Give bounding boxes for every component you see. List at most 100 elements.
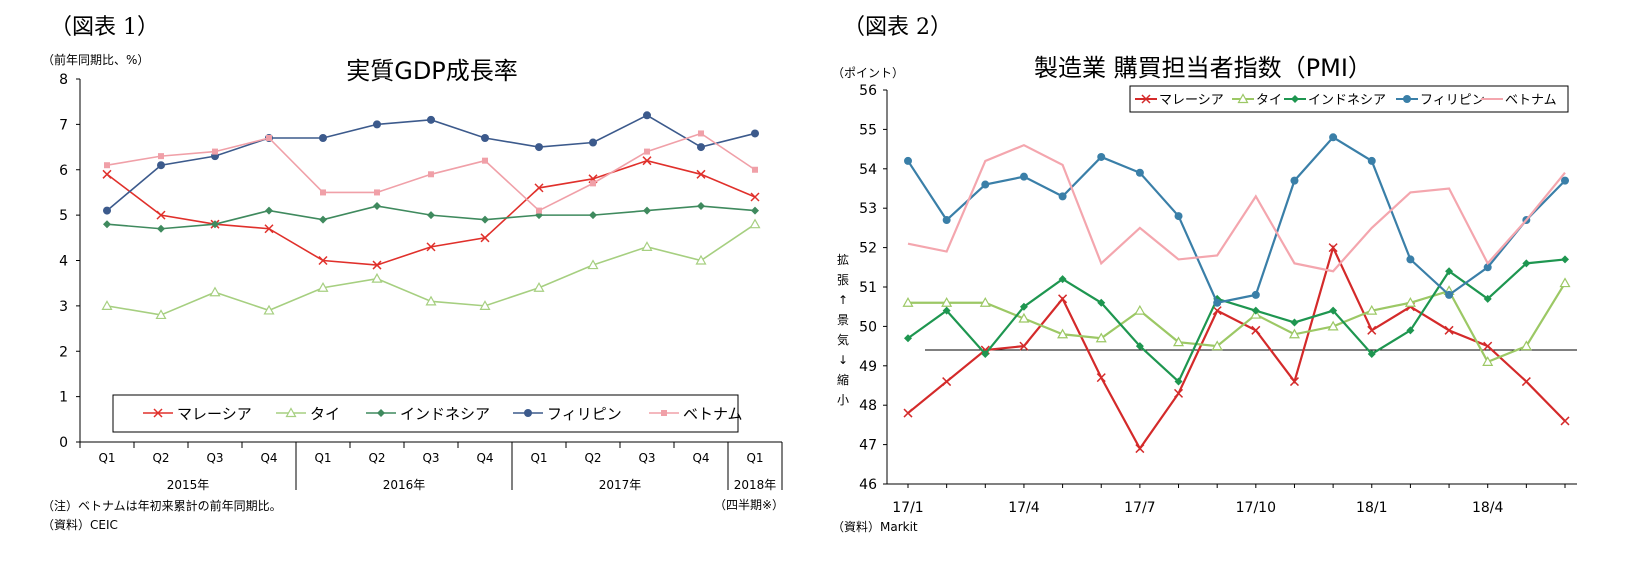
data-point-1 [156, 210, 166, 220]
data-point-2 [1367, 325, 1377, 335]
quarter-label-1: Q1 [314, 451, 331, 465]
data-point-2 [1058, 192, 1067, 201]
source-text-1: （資料）CEIC [42, 518, 118, 532]
data-point-2 [1404, 297, 1416, 307]
triangle-marker-shape [1237, 93, 1249, 104]
y-tick-label-2: 54 [859, 162, 877, 178]
data-point-2 [1482, 356, 1494, 366]
data-point-1 [211, 220, 219, 229]
square-marker-shape [661, 410, 667, 416]
data-point-1 [696, 169, 706, 179]
data-point-1 [535, 143, 543, 152]
data-point-2 [1328, 243, 1338, 253]
data-point-1 [589, 138, 597, 147]
data-point-1 [643, 206, 651, 215]
data-point-2 [941, 297, 953, 307]
series-2-3 [904, 133, 1569, 307]
y-tick-label-1: 4 [59, 254, 68, 270]
circle-marker-shape [1174, 212, 1183, 221]
data-point-1 [479, 300, 491, 310]
data-point-1 [587, 259, 599, 270]
data-point-1 [103, 206, 111, 215]
x-marker-shape [903, 408, 913, 418]
triangle-marker-shape [1211, 340, 1223, 351]
data-point-2 [1251, 325, 1261, 335]
data-point-2 [1019, 172, 1028, 181]
data-point-2 [1521, 377, 1531, 387]
data-point-2 [1406, 255, 1415, 264]
square-marker-shape [104, 162, 110, 169]
circle-marker-shape [942, 216, 951, 225]
data-point-1 [697, 143, 705, 152]
x-marker-shape [156, 210, 166, 220]
series-line-2 [907, 258, 1566, 384]
data-point-2 [902, 297, 914, 307]
data-point-1 [695, 254, 707, 265]
circle-marker-shape [1058, 192, 1067, 201]
data-point-2 [1135, 168, 1144, 177]
y-tick-label-1: 2 [59, 344, 68, 360]
data-point-2 [1366, 304, 1378, 315]
legend-label-2: ベトナム [1505, 93, 1557, 108]
x-tick-label-2: 17/7 [1124, 500, 1155, 516]
legend-label-2: タイ [1256, 93, 1282, 108]
quarter-label-1: Q1 [98, 451, 115, 465]
side-label-char-2: 拡 [837, 253, 849, 267]
square-marker-shape [644, 148, 650, 155]
square-marker-shape [752, 166, 758, 173]
side-label-char-2: 気 [837, 332, 849, 347]
circle-marker-shape [1367, 156, 1376, 165]
data-point-2 [1173, 388, 1184, 398]
year-label-1: 2016年 [383, 478, 426, 492]
data-point-2 [1058, 294, 1068, 304]
x-marker-shape [1560, 416, 1570, 426]
x-marker-shape [1096, 373, 1106, 383]
triangle-marker-shape [1520, 340, 1532, 351]
diamond-marker-shape [1561, 255, 1569, 264]
year-label-1: 2015年 [167, 478, 210, 492]
x-marker-shape [1521, 377, 1531, 387]
triangle-marker-shape [1559, 277, 1571, 288]
data-point-1 [480, 233, 490, 243]
diamond-marker-shape [904, 334, 912, 343]
data-point-1 [428, 171, 434, 178]
triangle-marker-shape [317, 282, 329, 292]
circle-marker-shape [157, 161, 165, 170]
triangle-marker-shape [587, 259, 599, 270]
x-marker-shape [1019, 341, 1029, 351]
triangle-marker-shape [479, 300, 491, 310]
legend-marker-1 [285, 407, 297, 418]
legend-box-1 [112, 394, 739, 433]
data-point-1 [155, 309, 167, 320]
data-point-1 [374, 189, 380, 196]
y-tick-label-2: 50 [859, 319, 877, 335]
x-marker-shape [480, 233, 490, 243]
circle-marker-shape [643, 111, 651, 120]
diamond-marker-shape [319, 215, 327, 224]
data-point-1 [481, 133, 489, 142]
series-line-2 [907, 244, 1566, 451]
note-text-1: （注）ベトナムは年初来累計の前年同期比。 [42, 498, 282, 513]
diamond-marker-shape [942, 306, 951, 315]
data-point-2 [942, 306, 951, 315]
data-point-2 [1135, 342, 1144, 351]
series-2-1 [902, 277, 1571, 366]
y-tick-label-1: 7 [59, 117, 68, 133]
data-point-1 [209, 286, 221, 297]
triangle-marker-shape [1095, 332, 1107, 343]
side-label-char-2: 縮 [837, 372, 849, 387]
side-label-char-2: ↑ [838, 293, 848, 307]
data-point-1 [319, 133, 327, 142]
diamond-marker-shape [1135, 342, 1144, 351]
data-point-2 [1561, 255, 1569, 264]
y-axis-label-2: （ポイント） [832, 66, 904, 80]
y-tick-label-1: 1 [59, 390, 68, 406]
diamond-marker-shape [1483, 294, 1492, 303]
data-point-1 [158, 153, 164, 160]
x-marker-shape [696, 169, 706, 179]
y-tick-label-1: 3 [59, 299, 68, 315]
data-point-2 [1134, 304, 1146, 315]
circle-marker-shape [589, 138, 597, 147]
data-point-2 [1058, 275, 1067, 284]
circle-marker-shape [751, 129, 759, 138]
